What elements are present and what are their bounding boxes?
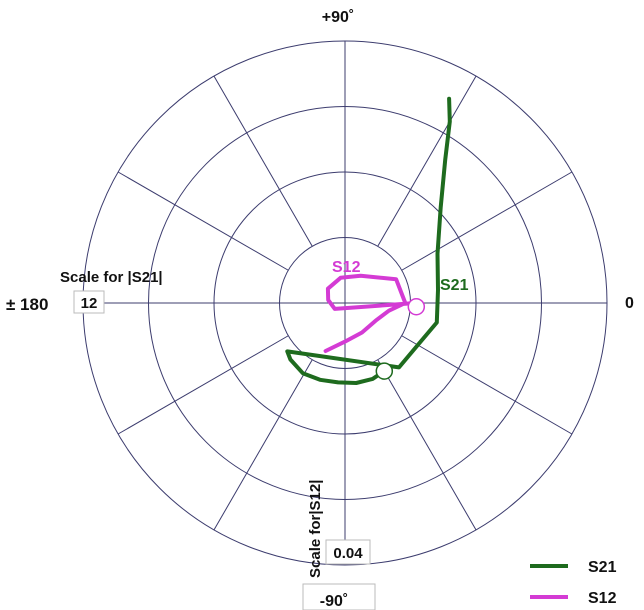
polar-grid — [82, 40, 608, 566]
series-label-s21: S21 — [440, 277, 469, 294]
grid-spoke — [117, 171, 289, 271]
series-line-s12 — [323, 273, 418, 353]
legend: S21 S12 — [530, 559, 617, 607]
scale-s12-value: 0.04 — [333, 545, 363, 562]
grid-spoke — [377, 359, 477, 531]
scale-s12-label: Scale for|S12| — [307, 480, 324, 578]
angle-label-right: 0 — [625, 295, 634, 312]
legend-s12-label: S12 — [588, 590, 617, 607]
traces: S21 S12 — [285, 96, 469, 385]
angle-label-left: ± 180 — [6, 295, 48, 314]
grid-spoke — [401, 171, 573, 271]
angle-label-bottom-box — [302, 583, 376, 610]
series-line-s21 — [285, 96, 452, 385]
series-marker-s12[interactable] — [407, 297, 426, 316]
scale-s21-value: 12 — [81, 295, 98, 312]
legend-s21-label: S21 — [588, 559, 617, 576]
angle-label-top: +90˚ — [322, 9, 354, 26]
series-label-s12: S12 — [332, 259, 361, 276]
grid-spoke — [213, 359, 313, 531]
scale-s21-label: Scale for |S21| — [60, 269, 163, 286]
series-marker-s21[interactable] — [375, 362, 394, 380]
scale-s12-box[interactable] — [325, 539, 371, 565]
grid-spoke — [377, 75, 477, 247]
grid-spoke — [401, 335, 573, 435]
angle-label-bottom: -90˚ — [320, 593, 348, 610]
grid-spoke — [213, 75, 313, 247]
scale-s21-box[interactable] — [73, 290, 105, 314]
grid-spoke — [117, 335, 289, 435]
